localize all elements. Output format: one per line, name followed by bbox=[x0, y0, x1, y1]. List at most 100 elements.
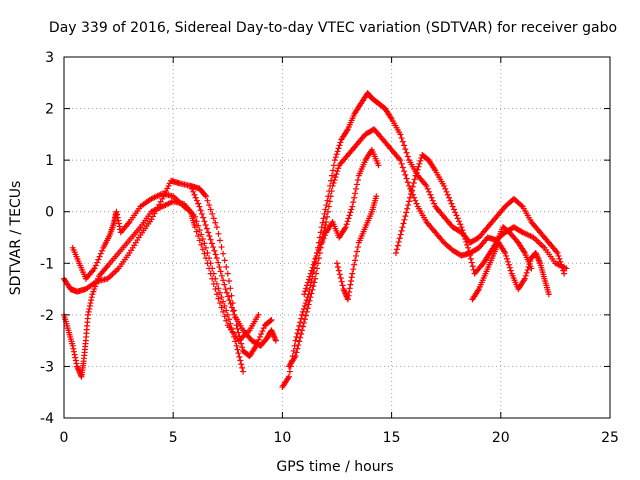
data-point bbox=[346, 289, 353, 296]
data-point bbox=[504, 255, 511, 262]
data-point bbox=[349, 203, 356, 210]
data-point bbox=[292, 353, 299, 360]
data-point bbox=[115, 220, 122, 227]
data-point bbox=[556, 255, 563, 262]
data-point bbox=[330, 162, 337, 169]
data-point bbox=[187, 182, 194, 189]
data-point bbox=[213, 224, 220, 231]
x-tick-label: 0 bbox=[60, 430, 69, 446]
data-point bbox=[204, 197, 211, 204]
data-point bbox=[459, 227, 466, 234]
data-point bbox=[334, 260, 340, 267]
data-point bbox=[401, 168, 408, 175]
data-point bbox=[314, 265, 321, 272]
data-point bbox=[96, 253, 103, 260]
data-point bbox=[200, 214, 207, 221]
data-point bbox=[397, 157, 404, 164]
data-point bbox=[239, 364, 246, 371]
data-point bbox=[302, 288, 309, 295]
data-point bbox=[239, 344, 246, 351]
data-point bbox=[199, 246, 206, 253]
data-point bbox=[310, 283, 317, 290]
data-point bbox=[406, 182, 413, 189]
data-point bbox=[321, 232, 328, 239]
data-point bbox=[201, 250, 208, 257]
data-point bbox=[451, 206, 457, 213]
data-point bbox=[192, 194, 199, 201]
data-point bbox=[272, 337, 279, 344]
data-point bbox=[415, 163, 422, 170]
data-point bbox=[268, 317, 275, 324]
data-point bbox=[454, 215, 461, 222]
data-point bbox=[307, 270, 314, 277]
data-point bbox=[400, 220, 407, 227]
data-point bbox=[308, 267, 315, 274]
data-point bbox=[222, 286, 229, 293]
axis-ticks: 0 5 10 15 20 25 -4 -3 -2 -1 0 1 2 3 bbox=[40, 50, 619, 446]
data-point bbox=[298, 331, 305, 338]
data-point bbox=[188, 185, 195, 192]
data-point bbox=[310, 261, 317, 268]
data-point bbox=[227, 300, 234, 307]
data-point bbox=[301, 316, 308, 323]
data-point bbox=[70, 348, 77, 355]
data-point bbox=[206, 233, 213, 240]
data-point bbox=[325, 203, 332, 210]
data-point bbox=[333, 171, 340, 178]
data-point bbox=[396, 235, 403, 242]
data-point bbox=[218, 272, 225, 279]
data-point bbox=[196, 203, 203, 210]
data-point bbox=[345, 292, 352, 299]
data-point bbox=[465, 248, 472, 255]
data-point bbox=[297, 319, 304, 326]
data-point bbox=[203, 225, 210, 232]
data-point bbox=[337, 139, 344, 146]
data-point bbox=[315, 247, 322, 254]
series-arc-h bbox=[334, 193, 380, 303]
y-tick-label: -4 bbox=[40, 411, 54, 427]
data-point bbox=[88, 297, 95, 304]
data-point bbox=[353, 252, 360, 259]
data-point bbox=[395, 238, 402, 245]
series-arc-c bbox=[69, 190, 262, 344]
data-point bbox=[227, 285, 234, 292]
data-point bbox=[213, 255, 220, 262]
data-point bbox=[298, 315, 305, 322]
data-point bbox=[327, 193, 334, 200]
y-tick-label: 1 bbox=[45, 153, 54, 169]
data-point bbox=[224, 311, 231, 318]
data-point bbox=[397, 231, 404, 238]
data-point bbox=[304, 282, 311, 289]
data-point bbox=[204, 260, 211, 267]
data-point bbox=[407, 194, 414, 201]
plot-border bbox=[63, 56, 611, 419]
data-point bbox=[324, 213, 331, 220]
data-point bbox=[221, 281, 228, 288]
data-point bbox=[545, 291, 552, 298]
data-point bbox=[87, 300, 94, 307]
data-point bbox=[344, 296, 351, 303]
data-point bbox=[398, 227, 405, 234]
data-point bbox=[295, 342, 302, 349]
data-point bbox=[207, 206, 214, 213]
data-point bbox=[191, 191, 198, 198]
data-point bbox=[351, 261, 358, 268]
data-point bbox=[228, 292, 235, 299]
data-point bbox=[346, 285, 353, 292]
data-point bbox=[304, 279, 311, 286]
data-point bbox=[71, 351, 78, 358]
data-point bbox=[447, 197, 454, 204]
data-point bbox=[230, 308, 237, 315]
data-point bbox=[504, 258, 511, 265]
data-point bbox=[202, 255, 209, 262]
data-point bbox=[331, 157, 338, 164]
data-point bbox=[258, 331, 265, 338]
y-axis-label: SDTVAR / TECUs bbox=[8, 181, 24, 296]
data-point bbox=[197, 207, 204, 214]
data-point bbox=[234, 325, 241, 332]
data-point bbox=[525, 263, 532, 270]
data-point bbox=[506, 264, 513, 271]
y-tick-label: -1 bbox=[40, 256, 54, 272]
data-point bbox=[218, 304, 225, 311]
data-point bbox=[210, 244, 217, 251]
